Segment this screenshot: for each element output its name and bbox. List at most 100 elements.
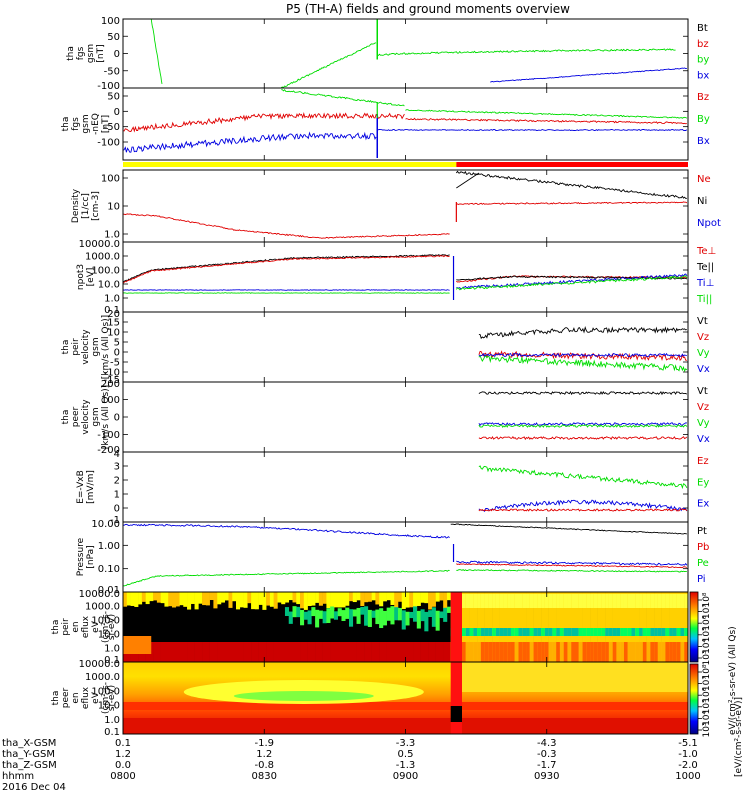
heatmap-cell <box>661 592 666 662</box>
series-pi <box>122 523 450 539</box>
ylabel-line: [km/s (All Qs)] <box>101 315 111 379</box>
heatmap-cell <box>390 606 395 625</box>
heatmap-cell <box>251 592 256 610</box>
ytick-label: 100.0 <box>91 616 120 627</box>
heatmap-cell <box>284 592 290 603</box>
heatmap-cell <box>224 642 229 662</box>
ytick-label: 0 <box>114 504 120 515</box>
panel-9-data <box>123 592 689 662</box>
panel-4: 10000.0 1000.0 100.0 10.0 1.00.1 npot3 [eV] Te⊥… <box>76 239 716 316</box>
legend-ti||: Ti|| <box>696 294 712 305</box>
colorbar-tick-label: 10⁵ <box>702 699 712 714</box>
time-axis-value: -1.7 <box>537 760 557 771</box>
heatmap-cell <box>657 642 662 662</box>
heatmap-cell <box>364 606 369 626</box>
time-axis-value: -1.3 <box>396 760 416 771</box>
heatmap-cell <box>548 628 553 636</box>
heatmap-cell <box>303 642 308 662</box>
heatmap-cell <box>333 611 338 620</box>
heatmap-cell <box>684 592 689 662</box>
heatmap-cell <box>488 628 493 636</box>
heatmap-cell <box>484 642 489 662</box>
heatmap-cell <box>597 592 602 662</box>
ytick-label: 1000.0 <box>85 602 120 613</box>
ytick-label: 3 <box>114 462 120 473</box>
heatmap-cell <box>371 610 376 618</box>
ytick-label: 50 <box>107 32 120 43</box>
heatmap-cell <box>130 592 135 606</box>
frame-10 <box>122 661 689 735</box>
heatmap-cell <box>462 642 467 662</box>
heatmap-cell <box>469 628 474 636</box>
heatmap-cell <box>480 592 485 662</box>
heatmap-cell <box>616 628 621 636</box>
heatmap-cell <box>593 594 598 608</box>
heatmap-cell <box>277 642 282 662</box>
legend-vy: Vy <box>697 348 710 359</box>
ytick-label: 10.0 <box>98 701 120 712</box>
legend-ti⊥: Ti⊥ <box>696 278 714 289</box>
heatmap-cell <box>529 594 534 608</box>
series-by <box>150 19 163 84</box>
heatmap-cell <box>171 642 177 662</box>
heatmap-cell <box>239 592 244 608</box>
time-axis-value: 1000 <box>675 771 700 782</box>
heatmap-cell <box>507 592 512 662</box>
heatmap-cell <box>612 628 617 636</box>
heatmap-cell <box>379 608 384 629</box>
panel-6: 200 100 0 -100 -200 tha peer velocity gsm [km/s (… <box>61 379 710 456</box>
heatmap-cell <box>533 592 538 662</box>
colorbar-tick-label: 10⁷ <box>702 604 712 619</box>
heatmap-cell <box>262 642 267 662</box>
mode-bar-yellow <box>123 162 457 167</box>
heatmap-cell <box>514 628 519 636</box>
colorbar-tick-label: 10⁴ <box>702 710 712 725</box>
heatmap-cell <box>597 594 602 608</box>
heatmap-cell <box>567 592 572 662</box>
heatmap-band <box>462 662 688 692</box>
heatmap-cell <box>239 642 244 662</box>
heatmap-cell <box>420 592 425 603</box>
time-axis-value: -1.9 <box>254 738 274 749</box>
ylabel-line: tha <box>61 117 71 132</box>
heatmap-cell <box>495 594 500 608</box>
heatmap-cell <box>518 592 523 662</box>
heatmap-cell <box>639 642 644 662</box>
series-bx <box>122 131 377 153</box>
heatmap-cell <box>341 642 346 662</box>
ytick-label: 0 <box>114 413 120 424</box>
heatmap-cell <box>394 642 399 662</box>
heatmap-cell <box>639 628 644 636</box>
heatmap-cell <box>635 628 640 636</box>
heatmap-cell <box>484 628 489 636</box>
heatmap-cell <box>492 594 497 608</box>
heatmap-cell <box>518 594 523 608</box>
heatmap-cell <box>160 592 165 604</box>
heatmap-cell <box>623 592 629 662</box>
heatmap-cell <box>669 594 674 608</box>
heatmap-cell <box>330 606 335 619</box>
ytick-label: 100 <box>101 395 120 406</box>
heatmap-cell <box>220 642 225 662</box>
ytick-label: 1.0 <box>104 644 120 655</box>
heatmap-cell <box>495 592 500 662</box>
heatmap-cell <box>254 642 259 662</box>
heatmap-cell <box>198 642 203 662</box>
heatmap-cell <box>616 592 621 662</box>
heatmap-cell <box>379 592 384 607</box>
heatmap-cell <box>672 592 677 662</box>
heatmap-cell <box>443 592 448 609</box>
ytick-label: 15 <box>107 318 120 329</box>
heatmap-cell <box>462 628 467 636</box>
series-vy <box>478 354 688 373</box>
heatmap-cell <box>676 594 681 608</box>
heatmap-cell <box>428 610 433 618</box>
ytick-label: 100.0 <box>91 266 120 277</box>
heatmap-cell <box>510 642 516 662</box>
heatmap-cell <box>623 642 629 662</box>
ylabel-line: gsm <box>91 337 101 356</box>
series-vy <box>478 423 688 428</box>
time-axis-value: 0830 <box>252 771 277 782</box>
heatmap-cell <box>650 628 655 636</box>
heatmap-cell <box>563 594 568 608</box>
